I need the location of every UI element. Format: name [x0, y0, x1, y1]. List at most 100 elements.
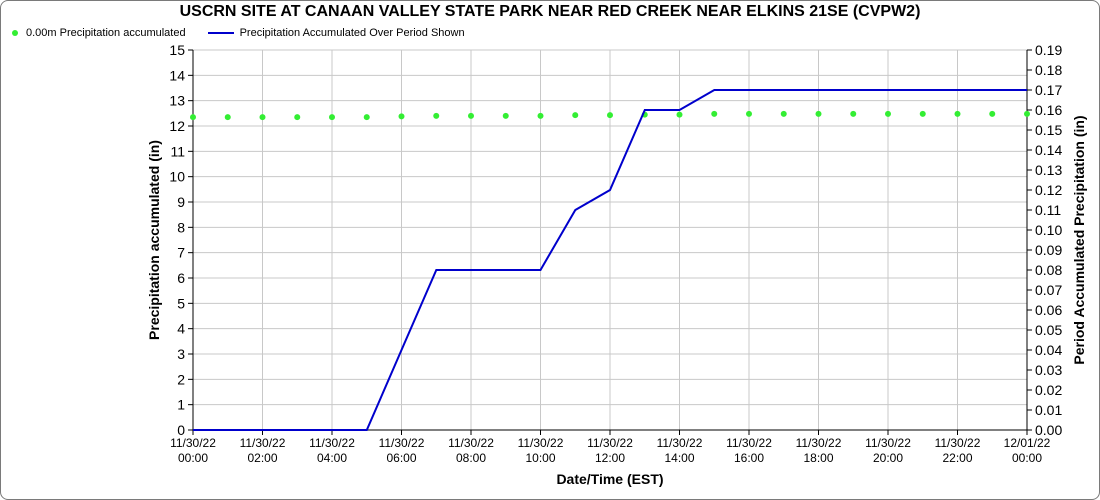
- y-left-tick-label: 2: [177, 371, 185, 387]
- data-point-precip-accumulated: [919, 110, 926, 117]
- x-tick-label-time: 02:00: [247, 451, 277, 465]
- x-tick-label-date: 11/30/22: [796, 436, 842, 450]
- y-right-tick-label: 0.08: [1035, 262, 1062, 278]
- data-point-precip-accumulated: [676, 111, 683, 118]
- x-tick-label-time: 18:00: [803, 451, 833, 465]
- legend-item-period-accumulated: Precipitation Accumulated Over Period Sh…: [207, 27, 465, 39]
- data-point-precip-accumulated: [294, 114, 301, 121]
- y-left-tick-label: 11: [170, 143, 185, 159]
- x-tick-label-date: 11/30/22: [726, 436, 772, 450]
- data-point-precip-accumulated: [711, 110, 718, 117]
- y-left-tick-label: 7: [177, 245, 185, 261]
- y-left-tick-label: 15: [169, 42, 185, 58]
- legend-item-precip-accumulated: 0.00m Precipitation accumulated: [8, 27, 186, 39]
- x-tick-label-time: 06:00: [386, 451, 416, 465]
- series-layer: [190, 89, 1030, 431]
- x-tick-label-time: 22:00: [942, 451, 972, 465]
- y-left-tick-label: 12: [169, 118, 185, 134]
- data-point-precip-accumulated: [537, 112, 544, 119]
- y-left-tick-label: 5: [177, 295, 185, 311]
- x-tick-label-time: 10:00: [525, 451, 555, 465]
- y-right-tick-label: 0.18: [1035, 62, 1062, 78]
- y-left-tick-label: 3: [177, 346, 185, 362]
- data-point-precip-accumulated: [259, 114, 266, 121]
- y-left-tick-label: 10: [169, 169, 185, 185]
- y-right-tick-label: 0.15: [1035, 122, 1062, 138]
- data-point-precip-accumulated: [363, 114, 370, 121]
- legend: 0.00m Precipitation accumulated Precipit…: [8, 27, 487, 39]
- data-point-precip-accumulated: [954, 110, 961, 117]
- data-point-precip-accumulated: [989, 110, 996, 117]
- x-tick-label-date: 11/30/22: [865, 436, 911, 450]
- y-right-tick-label: 0.07: [1035, 282, 1062, 298]
- x-tick-label-date: 11/30/22: [170, 436, 216, 450]
- y-left-tick-label: 4: [177, 321, 185, 337]
- axes: 01234567891011121314150.000.010.020.030.…: [169, 42, 1062, 465]
- chart-title: USCRN SITE AT CANAAN VALLEY STATE PARK N…: [179, 3, 921, 20]
- y-right-tick-label: 0.19: [1035, 42, 1062, 58]
- y-axis-right-label: Period Accumulated Precipitation (in): [1071, 115, 1087, 364]
- legend-label-period-accumulated: Precipitation Accumulated Over Period Sh…: [239, 27, 465, 39]
- x-tick-label-time: 20:00: [873, 451, 903, 465]
- x-tick-label-time: 16:00: [734, 451, 764, 465]
- data-point-precip-accumulated: [190, 114, 196, 121]
- y-axis-left-label: Precipitation accumulated (in): [146, 140, 162, 340]
- y-right-tick-label: 0.13: [1035, 162, 1062, 178]
- y-left-tick-label: 9: [177, 194, 185, 210]
- data-point-precip-accumulated: [398, 113, 405, 120]
- data-point-precip-accumulated: [329, 114, 335, 121]
- x-tick-label-time: 00:00: [1012, 451, 1042, 465]
- x-axis-label: Date/Time (EST): [556, 471, 663, 487]
- x-tick-label-date: 11/30/22: [379, 436, 425, 450]
- y-right-tick-label: 0.14: [1035, 142, 1062, 158]
- y-left-tick-label: 1: [177, 397, 185, 413]
- x-tick-label-date: 11/30/22: [240, 436, 286, 450]
- legend-label-precip-accumulated: 0.00m Precipitation accumulated: [26, 27, 186, 39]
- y-right-tick-label: 0.16: [1035, 102, 1062, 118]
- y-left-tick-label: 13: [169, 93, 185, 109]
- y-right-tick-label: 0.06: [1035, 302, 1062, 318]
- legend-marker-precip-accumulated: [12, 30, 18, 36]
- data-point-precip-accumulated: [433, 112, 440, 119]
- y-left-tick-label: 14: [169, 67, 185, 83]
- x-tick-label-date: 11/30/22: [587, 436, 633, 450]
- x-tick-label-time: 14:00: [664, 451, 694, 465]
- data-point-precip-accumulated: [850, 110, 857, 117]
- x-tick-label-date: 11/30/22: [448, 436, 494, 450]
- data-point-precip-accumulated: [885, 110, 891, 117]
- y-right-tick-label: 0.05: [1035, 322, 1062, 338]
- data-point-precip-accumulated: [780, 110, 787, 117]
- y-right-tick-label: 0.04: [1035, 342, 1062, 358]
- y-left-tick-label: 6: [177, 270, 185, 286]
- y-left-tick-label: 8: [177, 219, 185, 235]
- y-right-tick-label: 0.03: [1035, 362, 1062, 378]
- y-right-tick-label: 0.10: [1035, 222, 1062, 238]
- y-right-tick-label: 0.12: [1035, 182, 1062, 198]
- y-right-tick-label: 0.11: [1035, 202, 1061, 218]
- y-right-tick-label: 0.01: [1035, 402, 1062, 418]
- x-tick-label-date: 11/30/22: [657, 436, 703, 450]
- series-line-period-accumulated: [193, 89, 1027, 431]
- x-tick-label-date: 11/30/22: [935, 436, 981, 450]
- grid-lines: [192, 49, 1028, 431]
- x-tick-label-date: 12/01/22: [1004, 436, 1051, 450]
- x-tick-label-time: 12:00: [595, 451, 625, 465]
- x-tick-label-time: 08:00: [456, 451, 486, 465]
- x-tick-label-time: 04:00: [317, 451, 347, 465]
- data-point-precip-accumulated: [815, 110, 822, 117]
- data-point-precip-accumulated: [746, 110, 752, 117]
- data-point-precip-accumulated: [607, 112, 613, 119]
- y-right-tick-label: 0.17: [1035, 82, 1062, 98]
- data-point-precip-accumulated: [502, 112, 509, 119]
- y-right-tick-label: 0.00: [1035, 422, 1062, 438]
- y-right-tick-label: 0.09: [1035, 242, 1062, 258]
- legend-marker-period-accumulated: [207, 32, 234, 34]
- data-point-precip-accumulated: [224, 114, 231, 121]
- y-left-tick-label: 0: [177, 422, 185, 438]
- y-right-tick-label: 0.02: [1035, 382, 1062, 398]
- data-point-precip-accumulated: [1024, 110, 1030, 117]
- x-tick-label-time: 00:00: [178, 451, 208, 465]
- data-point-precip-accumulated: [572, 112, 579, 119]
